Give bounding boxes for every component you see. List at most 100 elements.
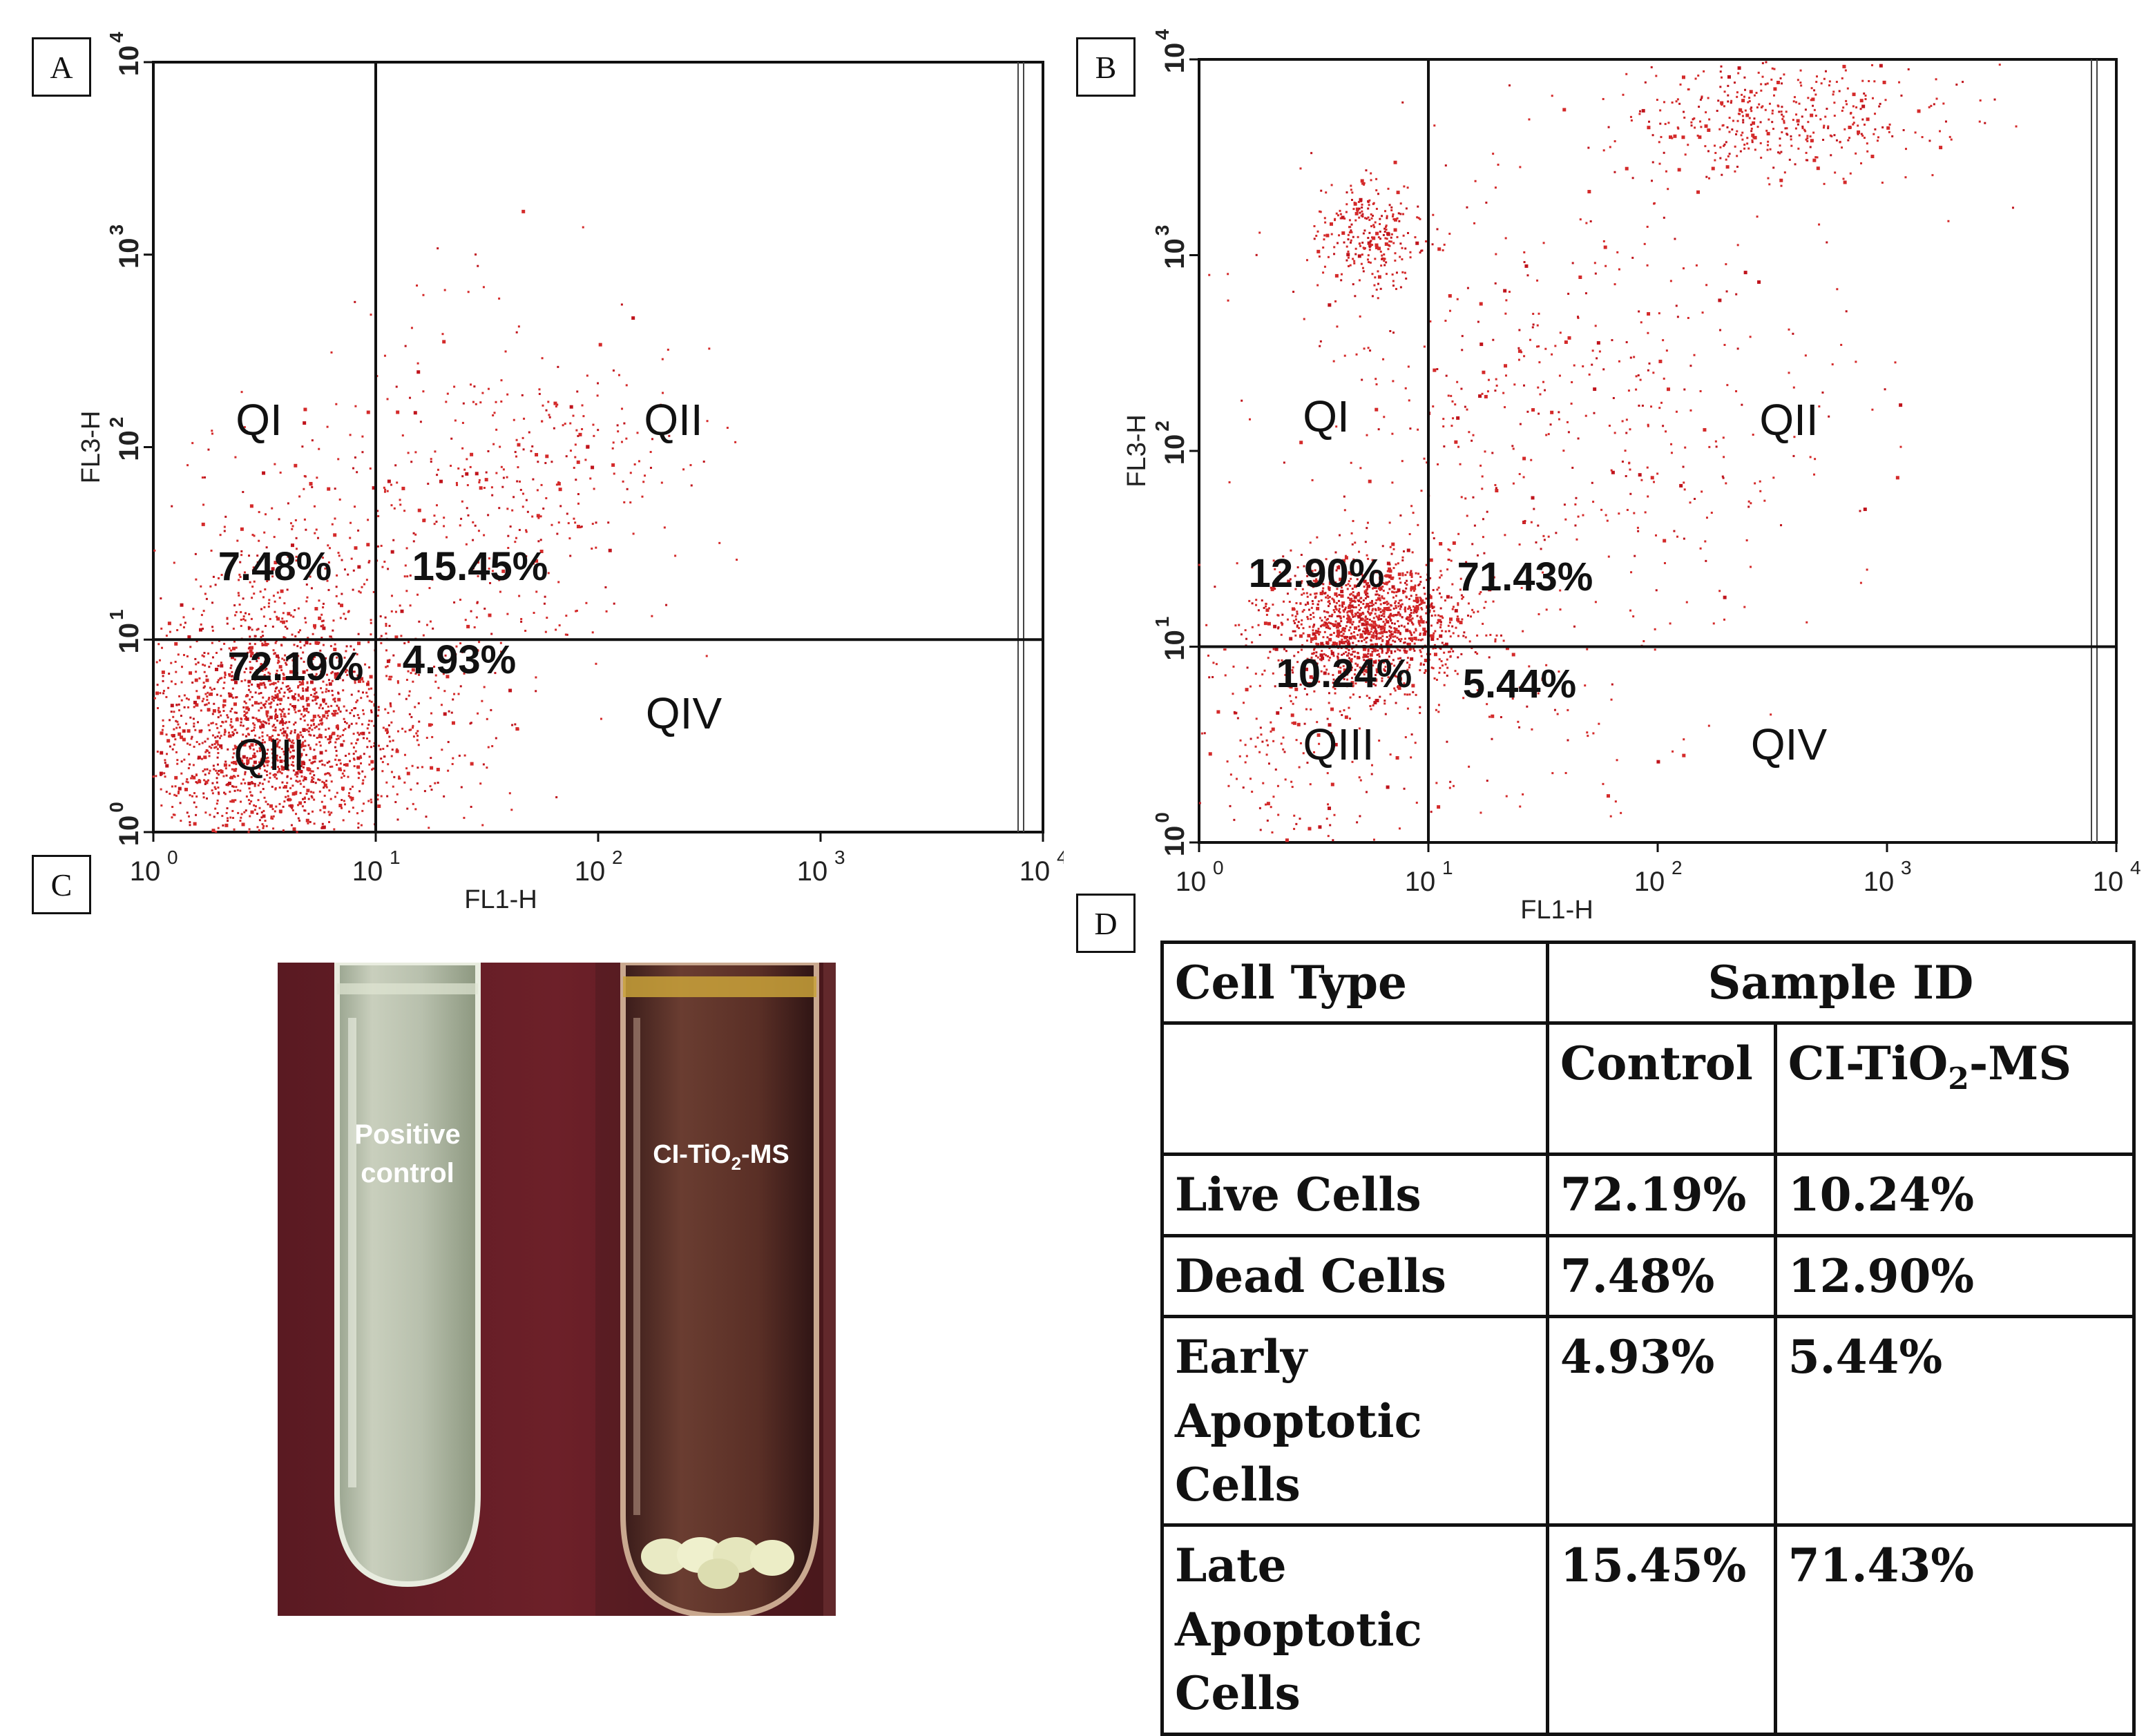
scatter-point — [1655, 75, 1657, 77]
scatter-point — [406, 547, 408, 549]
scatter-point — [1273, 648, 1275, 650]
scatter-point — [1401, 271, 1404, 273]
scatter-point — [1375, 632, 1377, 634]
scatter-point — [272, 808, 274, 810]
scatter-point — [1453, 785, 1455, 787]
scatter-point — [1439, 648, 1442, 650]
scatter-point — [548, 414, 550, 416]
scatter-point — [498, 298, 500, 300]
scatter-point — [1678, 168, 1681, 171]
scatter-point — [1347, 617, 1350, 621]
scatter-point — [166, 635, 168, 637]
scatter-point — [383, 561, 385, 563]
scatter-point — [372, 768, 374, 770]
scatter-point — [417, 363, 419, 365]
scatter-point — [1741, 404, 1743, 406]
scatter-point — [320, 760, 323, 762]
scatter-point — [178, 695, 180, 697]
scatter-point — [463, 403, 465, 405]
scatter-point — [334, 746, 336, 749]
scatter-point — [1410, 612, 1412, 614]
scatter-point — [1236, 562, 1238, 564]
scatter-point — [1298, 621, 1300, 623]
scatter-point — [524, 630, 526, 632]
scatter-point — [362, 780, 364, 782]
scatter-point — [413, 532, 415, 534]
scatter-point — [470, 466, 472, 468]
scatter-point — [234, 799, 236, 801]
scatter-point — [366, 543, 370, 546]
scatter-point — [218, 793, 220, 795]
scatter-point — [1999, 64, 2001, 66]
scatter-point — [1400, 286, 1402, 288]
scatter-point — [218, 665, 220, 667]
scatter-point — [331, 780, 333, 782]
scatter-point — [1450, 425, 1453, 427]
scatter-point — [390, 678, 392, 680]
scatter-point — [565, 615, 567, 617]
scatter-point — [1341, 639, 1343, 641]
scatter-point — [1633, 512, 1635, 514]
scatter-point — [284, 692, 286, 694]
scatter-point — [254, 783, 256, 785]
scatter-point — [349, 537, 351, 539]
scatter-point — [1781, 106, 1783, 108]
scatter-point — [173, 729, 175, 731]
scatter-point — [377, 515, 379, 517]
scatter-point — [1823, 126, 1825, 128]
scatter-point — [1742, 115, 1744, 117]
scatter-point — [251, 597, 253, 599]
scatter-point — [1860, 162, 1862, 164]
scatter-point — [682, 468, 684, 470]
scatter-point — [1754, 95, 1756, 97]
scatter-point — [1362, 618, 1364, 620]
scatter-point — [1281, 623, 1283, 625]
scatter-point — [367, 695, 369, 697]
scatter-point — [1410, 580, 1412, 582]
scatter-point — [340, 769, 342, 771]
scatter-point — [1503, 289, 1506, 293]
scatter-point — [537, 517, 539, 519]
scatter-point — [1823, 183, 1826, 185]
scatter-point — [304, 715, 306, 717]
scatter-point — [316, 726, 318, 728]
scatter-point — [1591, 364, 1593, 366]
scatter-point — [353, 570, 355, 572]
scatter-point — [1704, 145, 1706, 147]
scatter-point — [1306, 259, 1308, 261]
scatter-point — [276, 704, 278, 706]
scatter-point — [1411, 640, 1413, 642]
scatter-point — [1361, 253, 1363, 255]
scatter-point — [1716, 110, 1718, 112]
scatter-point — [336, 750, 338, 752]
scatter-point — [231, 810, 233, 812]
scatter-point — [1336, 325, 1338, 327]
scatter-point — [1504, 364, 1507, 367]
scatter-point — [1478, 394, 1482, 398]
scatter-point — [1630, 356, 1632, 358]
scatter-point — [171, 785, 173, 787]
scatter-point — [1394, 218, 1397, 222]
scatter-point — [396, 410, 399, 414]
scatter-point — [311, 776, 313, 778]
scatter-point — [1860, 108, 1862, 110]
scatter-point — [157, 751, 159, 753]
scatter-point — [1363, 639, 1366, 641]
scatter-point — [172, 716, 174, 718]
scatter-point — [1793, 100, 1795, 102]
scatter-point — [279, 597, 281, 599]
scatter-point — [1359, 621, 1361, 623]
scatter-point — [1408, 606, 1410, 608]
scatter-point — [430, 789, 432, 791]
scatter-point — [1434, 615, 1436, 617]
scatter-point — [1653, 481, 1655, 483]
scatter-point — [1333, 360, 1335, 363]
scatter-point — [1864, 137, 1866, 139]
scatter-point — [249, 787, 251, 789]
scatter-point — [1807, 97, 1809, 99]
scatter-point — [1267, 820, 1269, 822]
scatter-point — [1424, 633, 1426, 635]
scatter-point — [1297, 723, 1301, 726]
scatter-point — [1477, 610, 1479, 613]
scatter-point — [1227, 273, 1229, 275]
